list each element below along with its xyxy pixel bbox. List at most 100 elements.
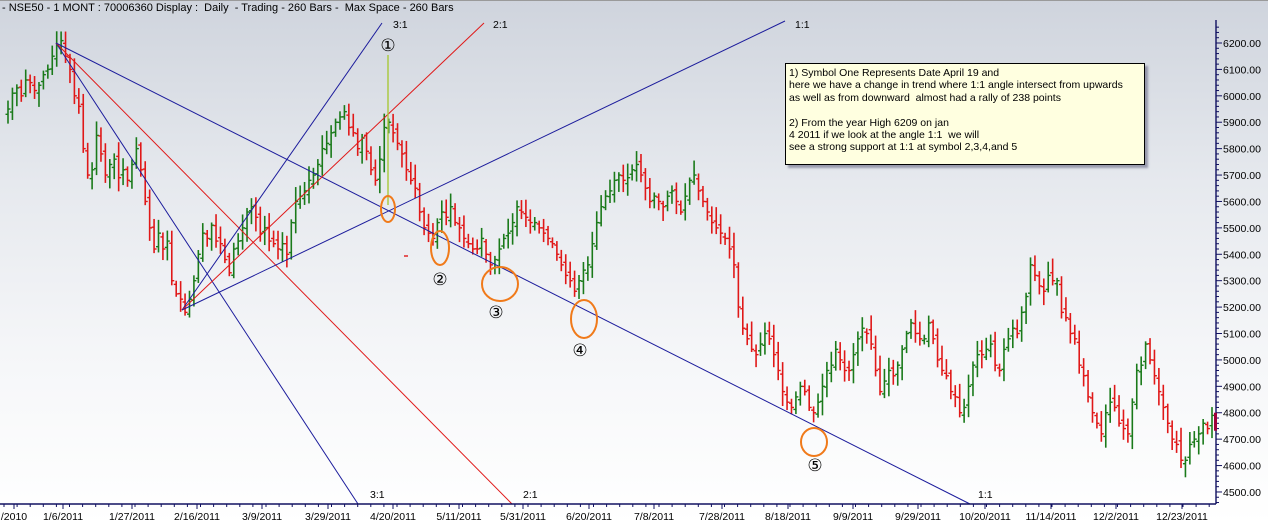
ohlc-bar: [94, 121, 100, 176]
ohlc-bar: [27, 74, 33, 94]
ohlc-bar: [1205, 421, 1211, 435]
ohlc-bar: [762, 322, 768, 355]
gann-2x1-up-line: [181, 22, 485, 311]
gann-1x1-up-line: [181, 20, 786, 311]
ohlc-bar: [580, 262, 586, 295]
ohlc-bar: [284, 235, 290, 268]
ohlc-bar: [673, 182, 679, 215]
ohlc-bar: [1045, 261, 1051, 293]
price-tick-label: 5700.00: [1223, 170, 1261, 182]
ohlc-bar: [1187, 432, 1193, 465]
ohlc-bar: [669, 185, 675, 204]
ohlc-bar: [448, 193, 454, 228]
ohlc-bar: [1156, 367, 1162, 406]
ohlc-bar: [855, 331, 861, 366]
ohlc-bar: [961, 398, 967, 423]
ohlc-bar: [890, 359, 896, 385]
date-tick-label: 8/18/2011: [765, 511, 811, 523]
ohlc-bar: [930, 319, 936, 345]
ohlc-bar: [881, 368, 887, 399]
date-tick-label: 5/11/2011: [436, 511, 481, 523]
ohlc-bar: [846, 360, 852, 381]
ohlc-bar: [1160, 384, 1166, 420]
price-tick-label: 5900.00: [1223, 117, 1261, 129]
ohlc-bar: [1019, 306, 1025, 342]
ohlc-bar: [997, 363, 1003, 377]
ohlc-bar: [912, 310, 918, 343]
ohlc-bar: [169, 230, 175, 286]
price-tick-label: 5800.00: [1223, 144, 1261, 156]
date-tick-label: 12/23/2011: [1156, 511, 1208, 523]
gann-2x1-down-line: [55, 42, 513, 505]
ohlc-bar: [328, 125, 334, 158]
ohlc-bar: [32, 76, 38, 99]
highlight-ellipse-2: [430, 230, 450, 266]
ohlc-bar: [271, 230, 277, 248]
ohlc-bar: [18, 79, 24, 102]
ohlc-bar: [1182, 456, 1188, 478]
price-tick-label: 4800.00: [1223, 408, 1261, 420]
ohlc-bar: [457, 216, 462, 243]
ohlc-bar: [120, 158, 126, 186]
ohlc-bar: [554, 241, 560, 261]
ohlc-bar: [40, 70, 46, 90]
ohlc-bar: [275, 230, 281, 260]
ohlc-bar: [788, 398, 794, 415]
ohlc-bar: [758, 332, 763, 356]
ohlc-bar: [744, 323, 750, 346]
ohlc-bar: [806, 385, 812, 411]
date-tick-label: 7/8/2011: [634, 511, 674, 523]
ohlc-bar: [279, 232, 285, 262]
ohlc-bar: [731, 232, 737, 279]
ohlc-bar: [479, 227, 485, 257]
ohlc-bar: [23, 69, 29, 98]
ohlc-bar: [567, 261, 573, 288]
ohlc-bar: [337, 111, 343, 130]
ohlc-bar: [71, 58, 77, 105]
ohlc-bar: [603, 190, 609, 211]
ohlc-bar: [545, 225, 551, 246]
ohlc-bar: [262, 215, 268, 246]
ohlc-bar: [771, 324, 777, 368]
note-line: 4 2011 if we look at the angle 1:1 we wi…: [789, 129, 980, 142]
annotation-note: 1) Symbol One Represents Date April 19 a…: [785, 63, 1145, 165]
price-tick-label: 5400.00: [1223, 249, 1261, 261]
symbol-marker-1: ①: [380, 36, 395, 55]
date-tick-label: 1/6/2011: [43, 511, 83, 523]
ohlc-bar: [966, 374, 972, 418]
ohlc-bar: [1063, 297, 1069, 322]
ohlc-bar: [142, 161, 148, 206]
ohlc-bar: [850, 343, 856, 384]
ohlc-bar: [5, 100, 11, 124]
ohlc-bar: [541, 218, 547, 243]
ohlc-bar: [164, 230, 170, 261]
ohlc-bar: [607, 179, 613, 204]
ohlc-bars: [5, 31, 1215, 478]
ohlc-bar: [899, 345, 905, 381]
ohlc-bar: [1191, 431, 1197, 448]
ohlc-bar: [204, 229, 210, 247]
ohlc-bar: [917, 321, 923, 346]
ohlc-bar: [200, 223, 206, 262]
ohlc-bar: [1072, 324, 1078, 345]
ohlc-bar: [908, 318, 914, 339]
symbol-marker-2: ②: [432, 270, 447, 289]
note-line: 1) Symbol One Represents Date April 19 a…: [789, 67, 1000, 79]
price-tick-label: 5500.00: [1223, 223, 1261, 235]
ohlc-bar: [399, 140, 405, 168]
ohlc-bar: [160, 232, 166, 261]
ohlc-bar: [253, 197, 259, 232]
ohlc-bar: [749, 321, 755, 353]
support-highlight-circles: ① ② ③ ④ ⑤: [380, 36, 828, 475]
ohlc-bar: [828, 351, 834, 383]
ohlc-bar: [819, 373, 825, 416]
ohlc-bar: [709, 206, 715, 234]
ohlc-bar: [350, 113, 356, 137]
ohlc-bar: [585, 256, 591, 281]
ohlc-bar: [156, 219, 161, 253]
ohlc-bar: [811, 406, 817, 423]
ohlc-bar: [1196, 426, 1202, 455]
ohlc-bar: [288, 219, 294, 260]
ohlc-bar: [217, 226, 223, 254]
